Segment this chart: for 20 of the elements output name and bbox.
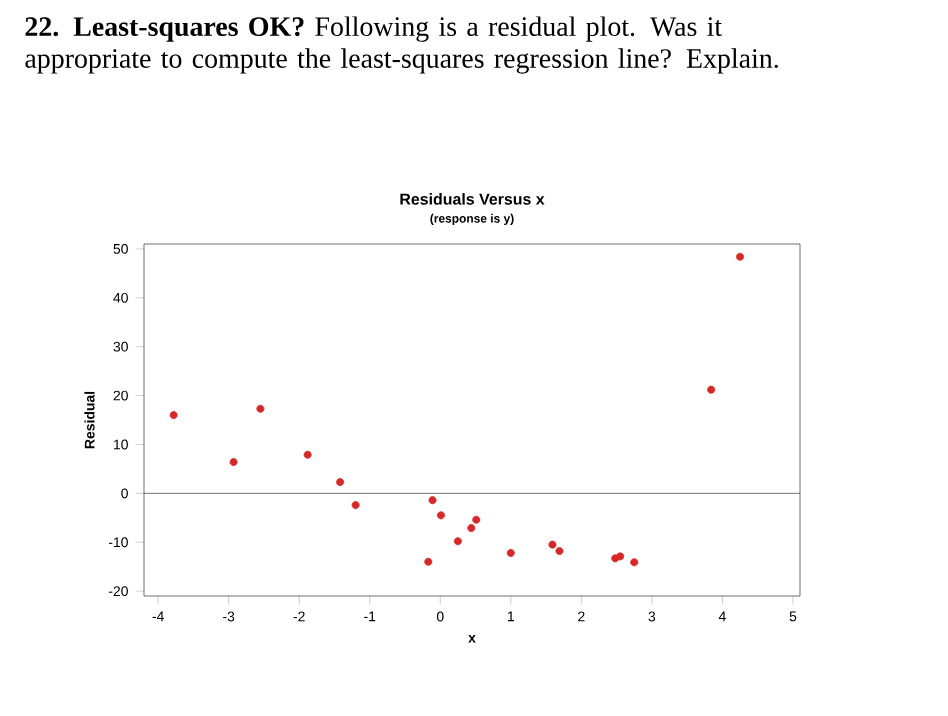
point xyxy=(548,540,557,549)
point xyxy=(169,411,178,420)
text: 22. Least-squares OK? Following is a residual plot. Was it appropriate to compute the least-squares regression line? Explain. xyxy=(25,16,778,74)
point xyxy=(453,537,462,546)
point xyxy=(351,501,360,510)
point xyxy=(472,515,481,524)
point xyxy=(303,450,312,459)
point xyxy=(336,478,345,487)
point xyxy=(467,524,476,533)
point xyxy=(256,404,265,413)
point xyxy=(436,511,445,520)
point xyxy=(707,385,716,394)
point xyxy=(616,552,625,561)
point xyxy=(229,458,238,467)
point xyxy=(555,547,564,556)
point xyxy=(424,557,433,566)
point xyxy=(506,548,515,557)
point xyxy=(630,558,639,567)
point xyxy=(736,252,745,261)
point xyxy=(428,496,437,505)
